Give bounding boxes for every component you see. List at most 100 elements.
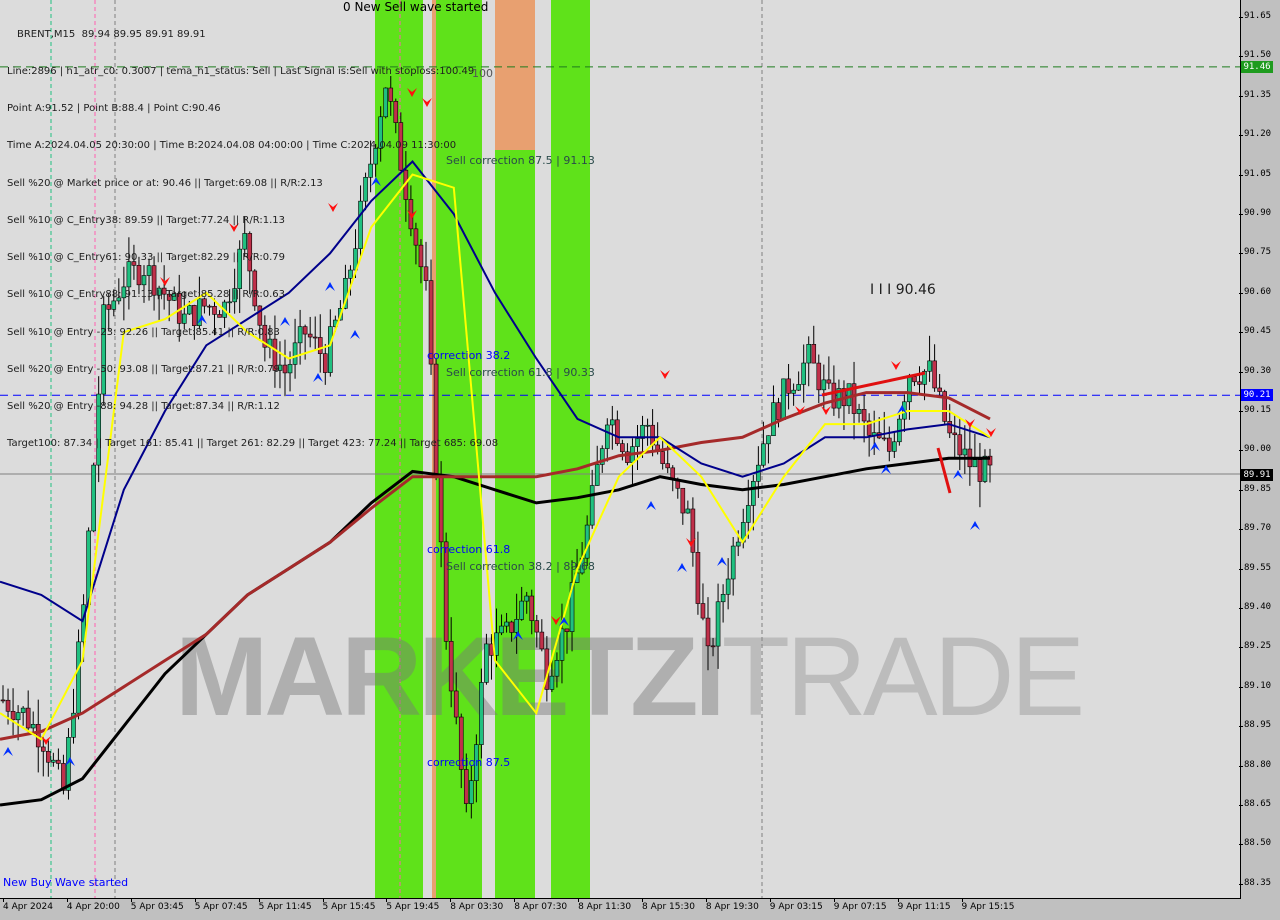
price-tick-label: 89.10 <box>1238 680 1272 691</box>
candle <box>388 87 394 102</box>
green-zone <box>551 0 590 898</box>
candle <box>51 759 56 763</box>
sell-arrow-icon <box>891 361 901 370</box>
price-tick-label: 90.45 <box>1238 326 1272 337</box>
time-tick-label: 5 Apr 07:45 <box>194 898 248 912</box>
sell-arrow-icon <box>965 419 975 428</box>
candle <box>987 455 993 466</box>
candle <box>821 379 827 391</box>
candle <box>207 305 212 308</box>
price-axis[interactable]: 91.65 91.50 91.35 91.20 91.05 90.90 90.75 90.60… <box>1238 0 1280 898</box>
price-tick-label: 89.55 <box>1238 562 1272 573</box>
trend-line <box>821 371 926 397</box>
sell-arrow-icon <box>821 406 831 415</box>
candle <box>922 370 927 385</box>
candle <box>851 383 857 414</box>
candle <box>96 393 101 466</box>
candle <box>383 87 389 118</box>
sell-arrow-icon <box>551 616 561 625</box>
time-tick-label: 8 Apr 19:30 <box>705 898 759 912</box>
candle <box>791 389 796 394</box>
candle <box>524 595 530 602</box>
price-tick-label: 89.70 <box>1238 523 1272 534</box>
candle <box>942 391 947 422</box>
candle <box>463 769 469 804</box>
candle <box>458 716 464 770</box>
candle <box>665 463 671 469</box>
candle <box>262 324 268 348</box>
candle <box>443 541 449 642</box>
info-line: Line:2896 | h1_atr_c0: 0.3007 | tema_h1_… <box>7 66 475 78</box>
candle <box>227 301 232 304</box>
info-line: Sell %20 @ Entry -88: 94.28 || Target:87… <box>7 401 280 412</box>
time-tick-label: 8 Apr 07:30 <box>514 898 568 912</box>
candle <box>121 286 127 299</box>
candle <box>171 293 177 301</box>
candle <box>131 261 137 266</box>
candle <box>146 265 152 276</box>
buy-arrow-icon <box>870 442 880 451</box>
correction-618-label: correction 61.8 <box>427 543 511 556</box>
candle <box>136 265 142 286</box>
candle <box>534 620 540 633</box>
candle <box>881 437 887 440</box>
candle <box>322 353 328 373</box>
candle <box>751 481 756 506</box>
candle <box>761 443 766 466</box>
candle <box>307 333 313 338</box>
candle <box>932 360 937 389</box>
buy-arrow-icon <box>646 501 656 510</box>
candle <box>277 364 283 371</box>
candle <box>690 508 696 553</box>
candle <box>831 382 837 409</box>
buy-arrow-icon <box>559 617 569 626</box>
candle <box>20 707 26 713</box>
time-tick-label: 5 Apr 19:45 <box>386 898 440 912</box>
candle <box>25 707 31 729</box>
candle <box>982 455 988 482</box>
candle <box>297 326 303 344</box>
candle <box>56 759 61 764</box>
candle <box>554 660 560 677</box>
candle <box>786 378 791 394</box>
candle <box>615 419 620 444</box>
buy-arrow-icon <box>677 563 687 572</box>
price-tick-label: 90.00 <box>1238 444 1272 455</box>
price-tick-label: 89.85 <box>1238 483 1272 494</box>
candle <box>40 746 46 752</box>
candle <box>328 326 333 373</box>
candle <box>91 464 96 532</box>
candle <box>589 485 595 526</box>
candle <box>710 645 716 648</box>
candle <box>5 699 11 712</box>
time-tick-label: 9 Apr 07:15 <box>833 898 887 912</box>
candle <box>232 288 237 303</box>
buy-arrow-icon <box>717 557 727 566</box>
info-line: Target100: 87.34 || Target 161: 85.41 ||… <box>7 438 499 450</box>
candle <box>302 326 308 335</box>
info-line: Sell %20 @ Market price or at: 90.46 || … <box>7 177 323 189</box>
info-line: Point A:91.52 | Point B:88.4 | Point C:9… <box>7 103 221 115</box>
candle <box>796 384 801 391</box>
target-price-tag: 91.46 <box>1241 61 1273 73</box>
candle <box>161 287 167 295</box>
price-tick-label: 88.80 <box>1238 759 1272 770</box>
candle <box>474 744 479 781</box>
candle <box>282 364 288 374</box>
candle <box>937 387 942 392</box>
candle <box>292 342 298 365</box>
candle <box>781 378 786 420</box>
candle <box>907 376 912 403</box>
buy-arrow-icon <box>325 282 335 291</box>
candle <box>892 441 897 452</box>
symbol-line: BRENT,M15 89.94 89.95 89.91 89.91 <box>17 28 206 40</box>
price-tick-label: 91.50 <box>1238 50 1272 61</box>
candle <box>484 643 489 683</box>
candle <box>519 600 524 620</box>
candle <box>10 710 16 721</box>
chart-area[interactable]: MARKETZITRADE BRENT,M15 89.94 89.95 89.9… <box>0 0 1241 899</box>
candle <box>917 381 922 385</box>
candle <box>811 344 817 364</box>
info-line: Sell %10 @ C_Entry61: 90.33 || Target:82… <box>7 252 286 264</box>
candle <box>776 402 781 420</box>
